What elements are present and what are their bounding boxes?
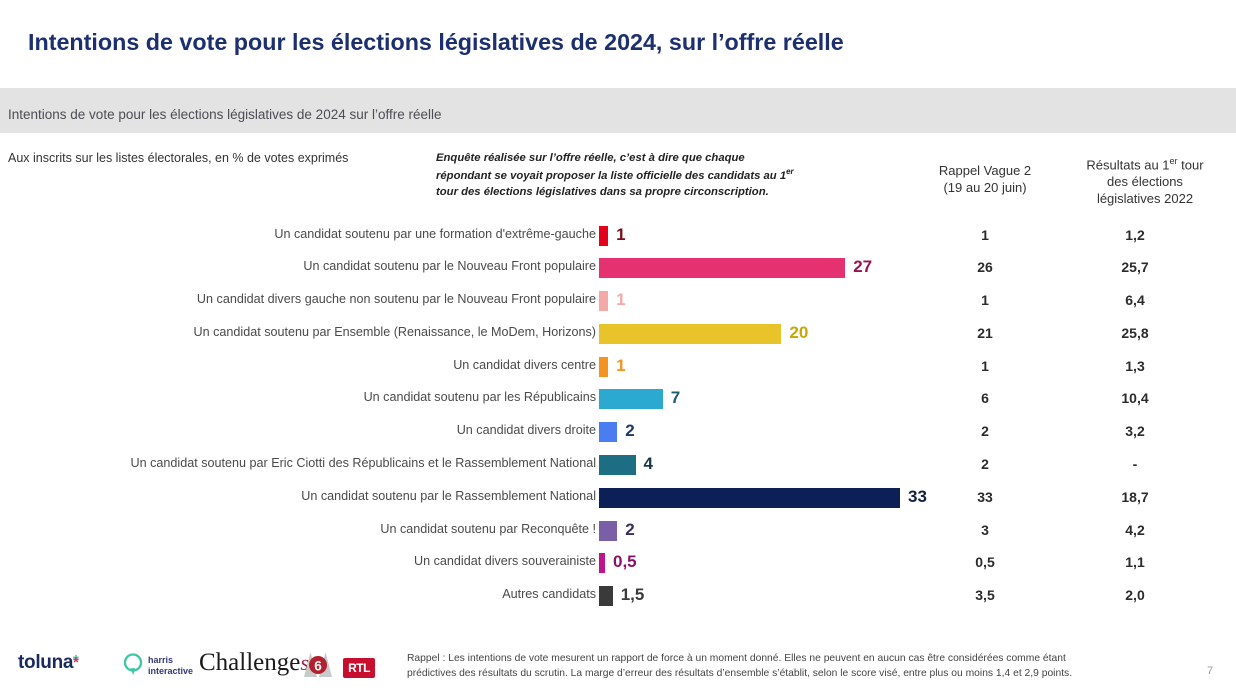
svg-text:6: 6 bbox=[314, 658, 322, 673]
